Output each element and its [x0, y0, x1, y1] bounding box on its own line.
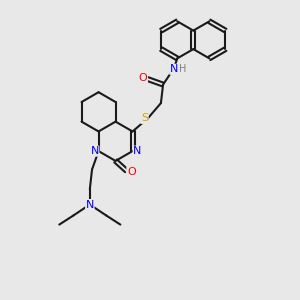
Text: N: N — [133, 146, 142, 156]
Text: O: O — [139, 73, 147, 83]
Text: S: S — [141, 113, 148, 123]
Text: N: N — [170, 64, 178, 74]
Text: O: O — [127, 167, 136, 177]
Text: N: N — [90, 146, 99, 156]
Text: N: N — [85, 200, 94, 209]
Text: H: H — [179, 64, 187, 74]
